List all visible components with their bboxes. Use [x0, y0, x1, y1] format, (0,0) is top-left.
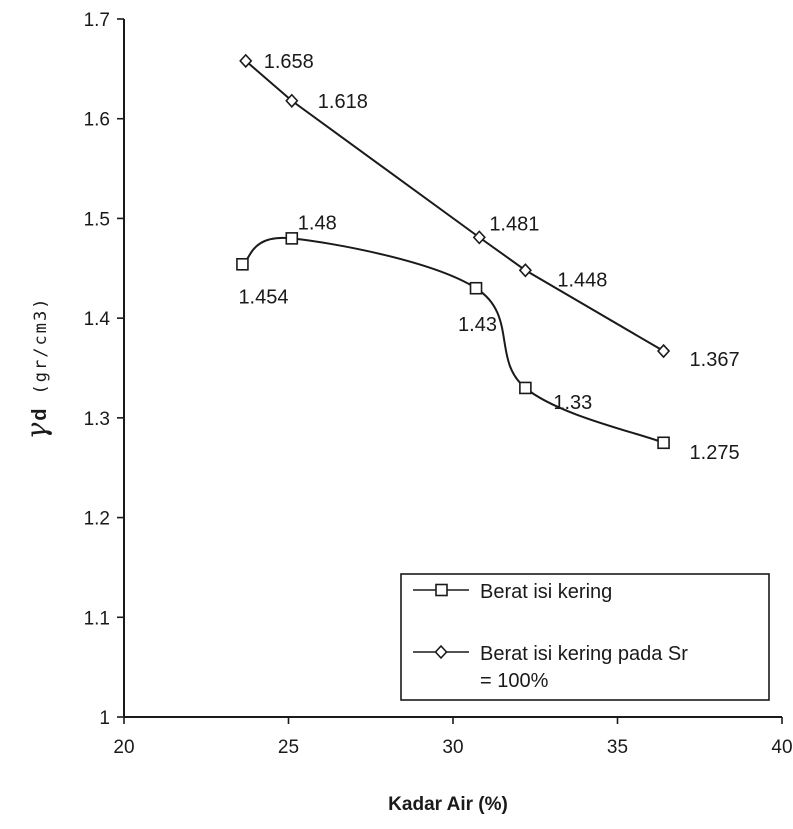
y-tick-label: 1.2 [84, 509, 110, 530]
data-label: 1.618 [318, 91, 368, 113]
y-axis-unit: (gr/cm3) [31, 297, 51, 395]
series-layer [236, 53, 671, 450]
data-label: 1.275 [690, 442, 740, 464]
y-tick-label: 1.7 [84, 10, 110, 31]
y-tick-label: 1.1 [84, 608, 110, 629]
diamond-marker [518, 263, 532, 278]
series-line-2 [245, 60, 665, 352]
square-marker [236, 257, 249, 271]
legend-item-series-2: Berat isi kering pada Sr = 100% [413, 643, 688, 692]
legend-label-series-2-line-2: = 100% [480, 670, 549, 692]
y-tick-label: 1.4 [84, 309, 111, 330]
x-tick-label: 35 [607, 737, 628, 758]
series-2 [239, 53, 671, 359]
diamond-marker [285, 93, 299, 108]
data-label: 1.481 [489, 213, 539, 235]
legend-item-series-1: Berat isi kering [413, 581, 612, 603]
legend-square-marker [435, 583, 448, 597]
data-label: 1.658 [264, 51, 314, 73]
y-axis-subscript: d [29, 408, 51, 420]
square-marker [657, 436, 670, 450]
data-label: 1.448 [557, 269, 607, 291]
series-1 [236, 232, 670, 450]
axes: 1 1.1 1.2 1.3 1.4 1.5 1.6 1.7 20 25 30 35 40 [84, 10, 793, 758]
legend-diamond-marker [434, 644, 448, 660]
x-tick-label: 40 [771, 737, 792, 758]
y-axis-title: γd (gr/cm3) [20, 297, 53, 440]
data-label: 1.43 [458, 314, 497, 336]
square-marker [285, 232, 299, 245]
square-marker [519, 381, 532, 395]
x-tick-label: 30 [442, 737, 463, 758]
legend-label-series-2-line-1: Berat isi kering pada Sr [480, 643, 688, 665]
x-axis-title: Kadar Air (%) [388, 794, 508, 815]
diamond-marker [656, 343, 671, 359]
legend-label-series-1: Berat isi kering [480, 581, 612, 603]
data-label: 1.48 [298, 212, 337, 234]
y-tick-label: 1.6 [84, 110, 110, 131]
data-label: 1.367 [690, 349, 740, 371]
y-tick-label: 1 [99, 708, 110, 729]
y-axis-symbol: γ [20, 422, 53, 439]
legend: Berat isi kering Berat isi kering pada S… [400, 573, 770, 701]
x-tick-label: 25 [278, 737, 299, 758]
y-tick-label: 1.3 [84, 409, 110, 430]
data-label: 1.33 [553, 392, 592, 414]
diamond-marker [472, 230, 486, 245]
diamond-marker [239, 53, 253, 69]
y-tick-label: 1.5 [84, 209, 110, 230]
svg-text:γd(gr/cm3): γd (gr/cm3) [20, 297, 53, 440]
legend-box [400, 573, 770, 701]
square-marker [469, 281, 483, 295]
data-label: 1.454 [238, 286, 288, 308]
x-tick-label: 20 [113, 737, 134, 758]
